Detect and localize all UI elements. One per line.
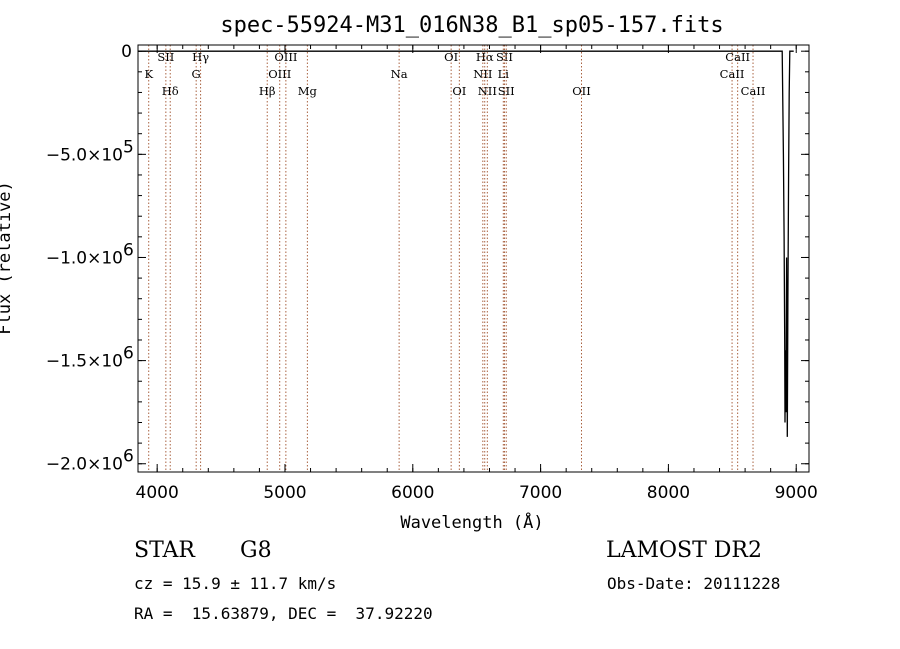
spectral-line-label: Hβ <box>259 84 276 98</box>
coordinates: RA = 15.63879, DEC = 37.92220 <box>134 604 433 623</box>
spectral-line-label: Hγ <box>192 50 209 64</box>
plot-frame <box>137 44 810 473</box>
y-tick-label: −5.0×10 <box>46 145 123 165</box>
spectral-line-label: OIII <box>274 50 297 64</box>
spectral-line-label: Mg <box>298 84 318 98</box>
spectral-line-label: Hα <box>476 50 494 64</box>
spectral-line-label: Li <box>498 67 510 81</box>
x-tick-label: 5000 <box>263 483 306 503</box>
spectral-line-label: SII <box>496 50 513 64</box>
object-class: STAR <box>134 538 195 563</box>
y-tick-exponent: 6 <box>123 240 134 260</box>
spectral-line-label: CaII <box>725 50 750 64</box>
spectral-line-label: OIII <box>268 67 291 81</box>
x-tick-label: 6000 <box>391 483 434 503</box>
spectral-line-label: K <box>144 67 153 81</box>
y-tick-label: −1.5×10 <box>46 352 123 372</box>
x-tick-label: 8000 <box>647 483 690 503</box>
y-tick-label: 0 <box>121 42 132 62</box>
y-axis-label: Flux (relative) <box>0 181 15 335</box>
series-layer <box>138 50 794 437</box>
object-subclass: G8 <box>240 538 272 563</box>
spectral-line-label: CaII <box>741 84 766 98</box>
flux-series-line <box>138 50 794 437</box>
x-tick-label: 7000 <box>519 483 562 503</box>
y-tick-exponent: 6 <box>123 447 134 467</box>
y-tick-label: −2.0×10 <box>46 455 123 475</box>
spectral-line-label: OII <box>572 84 591 98</box>
y-tick-exponent: 5 <box>123 137 134 157</box>
spectral-line-label: Na <box>391 67 408 81</box>
spectral-line-label: OI <box>452 84 466 98</box>
spectral-line-label: Hδ <box>162 84 179 98</box>
spectral-line-label: SII <box>157 50 174 64</box>
spectral-line-label: NII <box>478 84 497 98</box>
y-tick-label: −1.0×10 <box>46 248 123 268</box>
spectral-line-label: G <box>192 67 201 81</box>
spectral-lines: KSIIHδHγGHβOIIIOIIIMgNaOIOIHαNIINIISIILi… <box>144 45 765 472</box>
spectral-line-label: OI <box>444 50 458 64</box>
survey-name: LAMOST DR2 <box>606 538 762 563</box>
spectral-line-label: NII <box>473 67 492 81</box>
chart-title: spec-55924-M31_016N38_B1_sp05-157.fits <box>220 13 723 38</box>
observation-date: Obs-Date: 20111228 <box>607 574 781 593</box>
x-axis: 4000 5000 6000 7000 8000 9000 <box>136 45 818 503</box>
redshift-velocity: cz = 15.9 ± 11.7 km/s <box>134 574 337 593</box>
x-axis-label: Wavelength (Å) <box>400 511 543 533</box>
spectral-line-label: SII <box>498 84 515 98</box>
y-axis: 0−5.0×10 5−1.0×10 6−1.5×10 6−2.0×10 6 <box>46 42 809 475</box>
spectral-line-label: CaII <box>720 67 745 81</box>
y-tick-exponent: 6 <box>123 344 134 364</box>
x-tick-label: 9000 <box>775 483 818 503</box>
spectrum-chart: spec-55924-M31_016N38_B1_sp05-157.fits K… <box>0 13 818 533</box>
x-tick-label: 4000 <box>136 483 179 503</box>
